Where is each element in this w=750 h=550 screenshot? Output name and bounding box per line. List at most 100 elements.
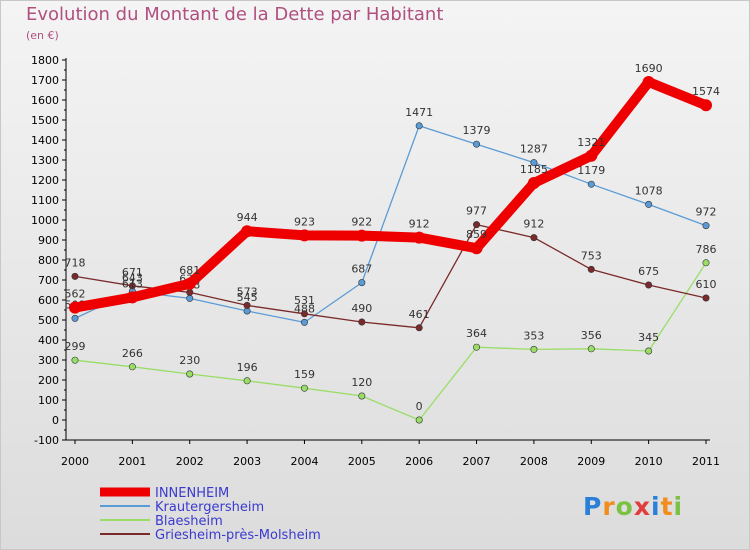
y-tick-label: 100 [38,394,59,407]
data-label: 610 [696,278,717,291]
data-label: 356 [581,329,602,342]
data-point [415,416,423,424]
y-tick-label: 200 [38,374,59,387]
x-tick-label: 2000 [61,455,89,468]
data-label: 159 [294,368,315,381]
data-label: 753 [581,249,602,262]
data-point [473,140,481,148]
data-point [642,76,655,88]
data-label: 266 [122,347,143,360]
data-label: 345 [638,331,659,344]
data-point [126,291,139,304]
data-label: 353 [523,329,544,342]
data-point [358,392,366,400]
data-point [587,345,595,353]
data-point [300,384,308,392]
x-tick-label: 2002 [176,455,204,468]
data-point [415,324,423,332]
data-label: 531 [294,294,315,307]
y-tick-label: 1400 [31,134,59,147]
legend-label: Griesheim-près-Molsheim [155,528,321,543]
x-tick-label: 2001 [118,455,146,468]
y-tick-label: 1600 [31,94,59,107]
data-label: 488 [294,302,315,315]
data-point [358,279,366,287]
data-label: 1574 [692,85,720,98]
data-point [71,314,79,322]
legend-label: Blaesheim [155,514,223,529]
y-tick-label: 1000 [31,214,59,227]
data-point [358,318,366,326]
legend-label: Krautergersheim [155,500,264,515]
data-label: 1321 [577,136,605,149]
data-label: 912 [409,218,430,231]
data-point [702,294,710,302]
data-label: 859 [466,228,487,241]
data-point [71,272,79,280]
data-label: 490 [351,302,372,315]
y-tick-label: -100 [34,434,59,447]
data-point [645,347,653,355]
data-point [415,122,423,130]
y-tick-label: 1700 [31,74,59,87]
data-label: 681 [179,264,200,277]
series-line-krautergersheim [74,125,707,324]
data-label: 1179 [577,164,605,177]
data-point [587,180,595,188]
y-tick-label: 1800 [31,54,59,67]
data-point [530,159,538,167]
proxiti-logo: Proxiti [583,492,684,521]
chart-subtitle: (en €) [26,29,59,42]
data-label: 643 [122,271,143,284]
data-label: 230 [179,354,200,367]
data-label: 972 [696,206,717,219]
data-label: 364 [466,327,487,340]
data-point [183,277,196,290]
data-point [300,318,308,326]
data-point [298,229,311,242]
y-tick-label: 600 [38,294,59,307]
series-line-griesheim-pr-s-molsheim [74,223,707,329]
x-tick-label: 2005 [348,455,376,468]
data-label: 545 [237,291,258,304]
data-point [645,200,653,208]
y-tick-label: 300 [38,354,59,367]
y-tick-label: 800 [38,254,59,267]
data-label: 1078 [635,184,663,197]
data-point [473,343,481,351]
data-point [128,363,136,371]
data-label: 1379 [463,124,491,137]
data-point [587,265,595,273]
data-point [702,259,710,267]
data-point [527,177,540,189]
data-label: 675 [638,265,659,278]
data-label: 0 [416,400,423,413]
data-label: 687 [351,263,372,276]
x-tick-label: 2003 [233,455,261,468]
data-point [186,288,194,296]
data-point [69,301,81,314]
series-line-blaesheim [74,262,707,421]
y-tick-label: 1500 [31,114,59,127]
data-label: 562 [65,288,86,301]
data-point [700,99,712,112]
data-label: 944 [237,211,258,224]
x-tick-label: 2006 [405,455,433,468]
data-label: 120 [351,376,372,389]
y-tick-label: 1300 [31,154,59,167]
data-label: 1690 [635,62,663,75]
x-tick-label: 2010 [635,455,663,468]
data-point [585,149,598,162]
data-label: 912 [523,218,544,231]
data-label: 299 [65,340,86,353]
data-label: 671 [122,266,143,279]
y-tick-label: 700 [38,274,59,287]
data-label: 196 [237,361,258,374]
data-label: 1287 [520,143,548,156]
data-point [645,281,653,289]
data-point [71,356,79,364]
x-tick-label: 2004 [290,455,318,468]
y-tick-label: 1200 [31,174,59,187]
data-label: 786 [696,243,717,256]
